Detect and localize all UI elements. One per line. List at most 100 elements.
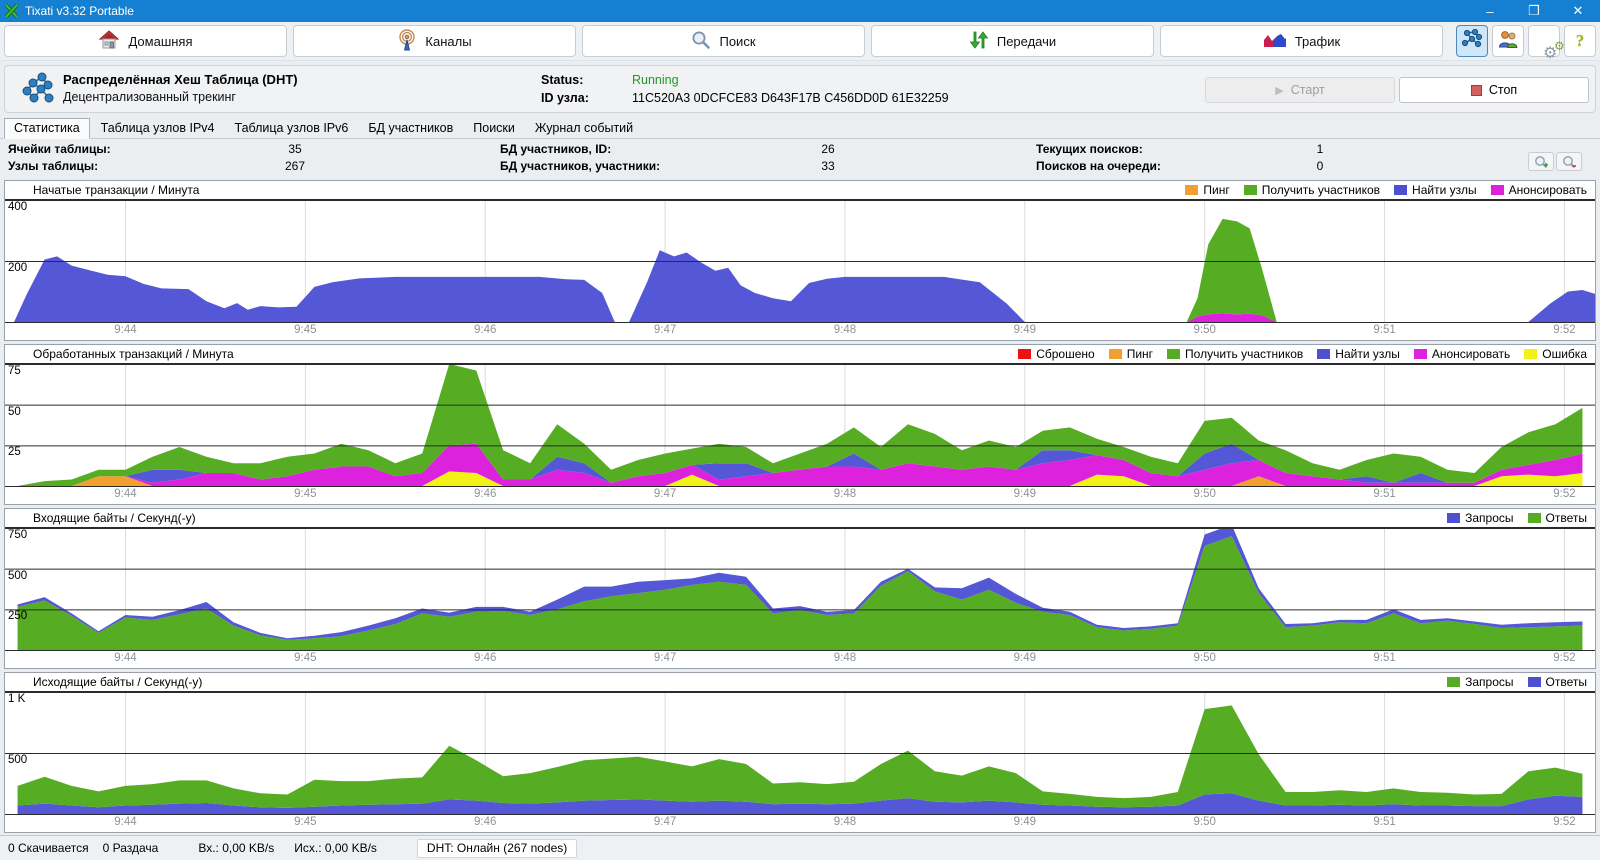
toolbar-icon-button-peers[interactable] xyxy=(1492,25,1524,57)
dht-header-panel: Распределённая Хеш Таблица (DHT) Децентр… xyxy=(4,65,1596,113)
toolbar-icon-button-dht[interactable] xyxy=(1456,25,1488,57)
tab-Таблица узлов IPv6[interactable]: Таблица узлов IPv6 xyxy=(234,121,349,135)
x-axis-tick: 9:46 xyxy=(474,324,497,336)
toolbar-icon-button-help[interactable]: ? xyxy=(1564,25,1596,57)
start-button[interactable]: ▶ Старт xyxy=(1205,77,1395,103)
x-axis-tick: 9:44 xyxy=(114,324,137,336)
y-axis-tick: 250 xyxy=(8,610,28,623)
legend-label: Запросы xyxy=(1465,675,1514,689)
titlebar: Tixati v3.32 Portable – ❐ ✕ xyxy=(0,0,1600,22)
x-axis-tick: 9:47 xyxy=(653,488,677,500)
x-axis-tick: 9:44 xyxy=(114,488,137,500)
x-axis-tick: 9:46 xyxy=(474,652,497,664)
x-axis-tick: 9:44 xyxy=(114,652,137,664)
tab-БД участников[interactable]: БД участников xyxy=(368,121,454,135)
chart-x-axis: 9:44 9:45 9:46 9:47 9:48 9:49 9:50 9:51 9:52 xyxy=(5,651,1595,667)
toolbar-button-channels[interactable]: Каналы xyxy=(293,25,576,57)
stat-label: Текущих поисков: xyxy=(1036,142,1143,156)
chart-legend: Запросы Ответы xyxy=(1447,675,1587,689)
legend-swatch xyxy=(1524,349,1538,359)
legend-swatch xyxy=(1490,185,1504,195)
legend-item: Получить участников xyxy=(1243,183,1381,197)
x-axis-tick: 9:51 xyxy=(1373,652,1396,664)
legend-label: Получить участников xyxy=(1261,183,1381,197)
maximize-button[interactable]: ❐ xyxy=(1528,3,1540,18)
window-title: Tixati v3.32 Portable xyxy=(25,4,134,18)
y-axis-tick: 200 xyxy=(8,262,28,274)
users-icon xyxy=(1497,28,1519,55)
legend-swatch xyxy=(1413,349,1427,359)
search-icon xyxy=(691,30,711,53)
stat-label: Ячейки таблицы: xyxy=(8,142,111,156)
statusbar: 0 Скачивается 0 Раздача Вх.: 0,00 KB/s Исх.… xyxy=(0,835,1600,860)
legend-item: Найти узлы xyxy=(1317,347,1400,361)
x-axis-tick: 9:52 xyxy=(1553,488,1576,500)
zoom-in-button[interactable] xyxy=(1528,152,1554,171)
start-button-label: Старт xyxy=(1290,83,1325,97)
x-axis-tick: 9:51 xyxy=(1373,488,1396,500)
stop-button[interactable]: Стоп xyxy=(1399,77,1589,103)
stat-value: 26 xyxy=(821,142,835,156)
x-axis-tick: 9:47 xyxy=(653,324,677,336)
chart-plot: 75 50 25 xyxy=(5,363,1595,487)
legend-item: Анонсировать xyxy=(1413,347,1510,361)
chart-x-axis: 9:44 9:45 9:46 9:47 9:48 9:49 9:50 9:51 9:52 xyxy=(5,487,1595,503)
chart-header: Обработанных транзакций / Минута Сброшено… xyxy=(5,345,1595,363)
stat-value: 267 xyxy=(284,159,306,173)
legend-label: Сброшено xyxy=(1036,347,1095,361)
legend-label: Пинг xyxy=(1126,347,1154,361)
toolbar-button-transfers[interactable]: Передачи xyxy=(871,25,1154,57)
stat-label: Узлы таблицы: xyxy=(8,159,99,173)
charts-area: Начатые транзакции / Минута Пинг Получить … xyxy=(4,180,1596,833)
legend-label: Ответы xyxy=(1545,675,1587,689)
dht-subtitle: Децентрализованный трекинг xyxy=(63,90,236,104)
chart-panel-incoming-bytes: Входящие байты / Секунд(-у) Запросы Ответы… xyxy=(4,508,1596,669)
stop-icon xyxy=(1470,84,1482,96)
legend-swatch xyxy=(1527,677,1541,687)
dht-stats: Ячейки таблицы: 35 Узлы таблицы: 267 БД учас… xyxy=(0,139,1600,177)
legend-swatch xyxy=(1447,513,1461,523)
chart-legend: Запросы Ответы xyxy=(1447,511,1587,525)
chart-panel-outgoing-bytes: Исходящие байты / Секунд(-у) Запросы Ответ… xyxy=(4,672,1596,833)
broadcast-icon xyxy=(397,28,417,54)
legend-swatch xyxy=(1108,349,1122,359)
statusbar-item: 0 Раздача xyxy=(102,841,159,855)
help-icon: ? xyxy=(1575,31,1585,50)
legend-swatch xyxy=(1243,185,1257,195)
toolbar-button-home[interactable]: Домашняя xyxy=(4,25,287,57)
x-axis-tick: 9:49 xyxy=(1013,816,1037,828)
dht-network-icon xyxy=(1461,28,1483,55)
legend-item: Ответы xyxy=(1527,511,1587,525)
legend-label: Запросы xyxy=(1465,511,1514,525)
legend-swatch xyxy=(1394,185,1408,195)
toolbar-icon-button-settings[interactable]: ⚙ ⚙ xyxy=(1528,25,1565,62)
legend-item: Получить участников xyxy=(1167,347,1303,361)
stop-button-label: Стоп xyxy=(1488,83,1518,97)
tab-Журнал событий[interactable]: Журнал событий xyxy=(534,121,634,135)
x-axis-tick: 9:49 xyxy=(1013,488,1037,500)
y-axis-tick: 500 xyxy=(8,754,28,766)
tab-Статистика[interactable]: Статистика xyxy=(4,118,90,139)
legend-label: Найти узлы xyxy=(1412,183,1477,197)
tab-Поиски[interactable]: Поиски xyxy=(473,121,515,135)
y-axis-tick: 750 xyxy=(8,529,28,541)
legend-label: Пинг xyxy=(1203,183,1230,197)
close-button[interactable]: ✕ xyxy=(1572,3,1584,18)
x-axis-tick: 9:47 xyxy=(653,816,677,828)
legend-swatch xyxy=(1447,677,1461,687)
toolbar-button-traffic[interactable]: Трафик xyxy=(1160,25,1443,57)
dht-status-chip: DHT: Онлайн (267 nodes) xyxy=(416,838,578,858)
x-axis-tick: 9:49 xyxy=(1013,324,1037,336)
chart-title: Исходящие байты / Секунд(-у) xyxy=(33,675,203,689)
zoom-out-button[interactable] xyxy=(1556,152,1582,171)
toolbar-button-search[interactable]: Поиск xyxy=(582,25,865,57)
legend-swatch xyxy=(1167,349,1181,359)
status-value: Running xyxy=(632,73,679,87)
minimize-button[interactable]: – xyxy=(1486,3,1494,19)
legend-swatch xyxy=(1185,185,1199,195)
x-axis-tick: 9:45 xyxy=(294,488,317,500)
x-axis-tick: 9:51 xyxy=(1373,324,1396,336)
tab-Таблица узлов IPv4[interactable]: Таблица узлов IPv4 xyxy=(100,121,215,135)
chart-panel-processed-transactions: Обработанных транзакций / Минута Сброшено… xyxy=(4,344,1596,505)
x-axis-tick: 9:48 xyxy=(833,488,857,500)
